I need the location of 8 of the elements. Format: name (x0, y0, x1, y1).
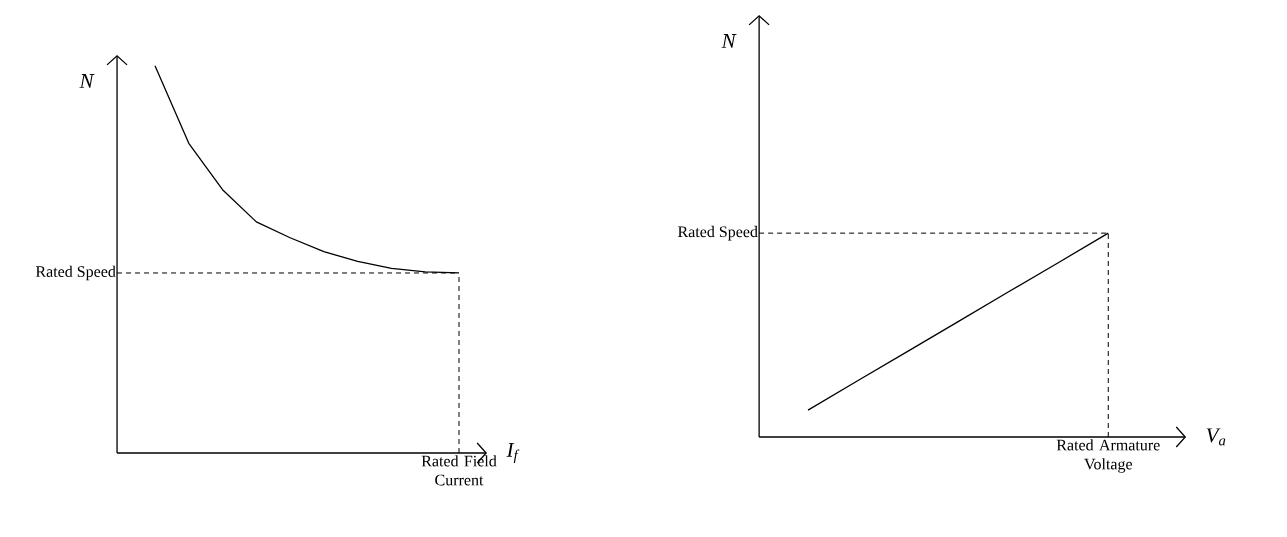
text: Rated Armature Voltage (1056, 439, 1160, 473)
text: Rated Field Current (421, 455, 497, 486)
y-axis-title: N (721, 34, 737, 48)
ref-line-label: Rated Speed (677, 225, 758, 241)
x-axis-title: V$_{a}$ (1206, 428, 1226, 446)
y-axis-title: N (79, 74, 95, 88)
ref-line-label: Rated Speed (35, 265, 116, 281)
x-axis-title: I$_{f}$ (506, 442, 520, 464)
